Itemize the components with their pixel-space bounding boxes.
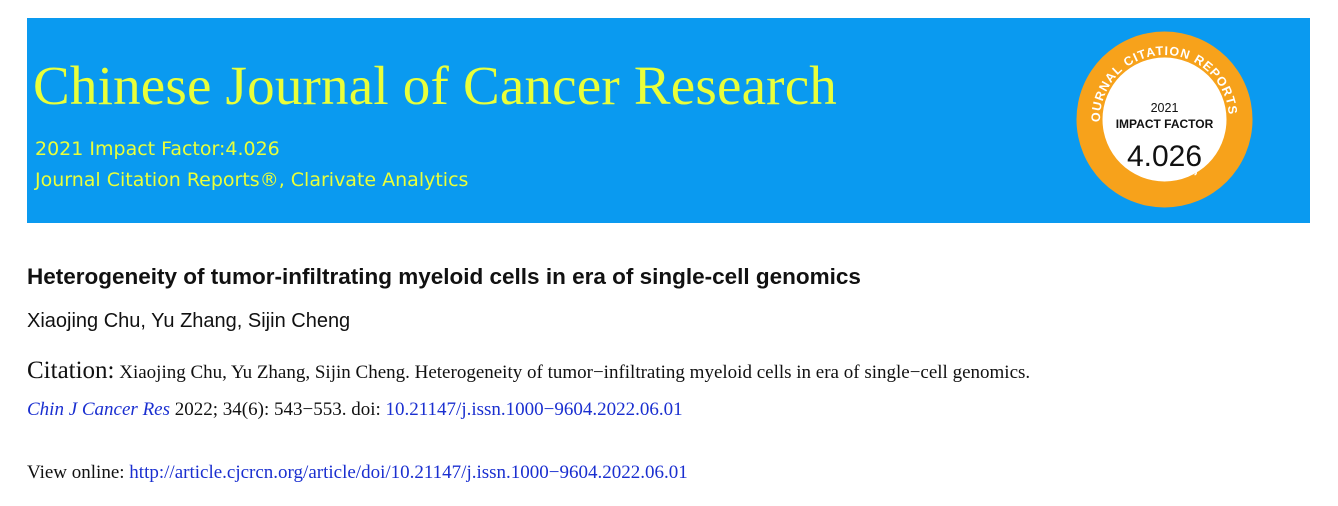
impact-factor-badge-icon: JOURNAL CITATION REPORTS ® Clarivate Ana… <box>1072 27 1253 208</box>
view-online-link[interactable]: http://article.cjcrcn.org/article/doi/10… <box>129 462 688 483</box>
article-title: Heterogeneity of tumor-infiltrating myel… <box>27 264 861 289</box>
doi-link[interactable]: 10.21147/j.issn.1000−9604.2022.06.01 <box>385 399 683 420</box>
article-authors: Xiaojing Chu, Yu Zhang, Sijin Cheng <box>27 310 351 332</box>
view-online-label: View online: <box>27 462 130 483</box>
badge-year: 2021 <box>1151 101 1179 115</box>
badge-center <box>1102 57 1227 182</box>
journal-title: Chinese Journal of Cancer Research <box>33 55 838 116</box>
citation-text: Xiaojing Chu, Yu Zhang, Sijin Cheng. Het… <box>114 362 1031 383</box>
citation-label: Citation: <box>27 357 115 384</box>
view-online-line: View online: http://article.cjcrcn.org/a… <box>27 460 688 486</box>
citation-source-line: Chin J Cancer Res 2022; 34(6): 543−553. … <box>27 397 683 423</box>
badge-label: IMPACT FACTOR <box>1116 117 1214 131</box>
journal-abbrev-link[interactable]: Chin J Cancer Res <box>27 399 171 420</box>
badge-value: 4.026 <box>1127 140 1202 173</box>
citation-details: 2022; 34(6): 543−553. doi: <box>170 399 386 420</box>
citation-reports-line: Journal Citation Reports®, Clarivate Ana… <box>35 169 469 191</box>
impact-factor-line: 2021 Impact Factor:4.026 <box>35 138 280 160</box>
citation-line: Citation: Xiaojing Chu, Yu Zhang, Sijin … <box>27 357 1030 387</box>
journal-banner: Chinese Journal of Cancer Research 2021 … <box>27 18 1310 223</box>
